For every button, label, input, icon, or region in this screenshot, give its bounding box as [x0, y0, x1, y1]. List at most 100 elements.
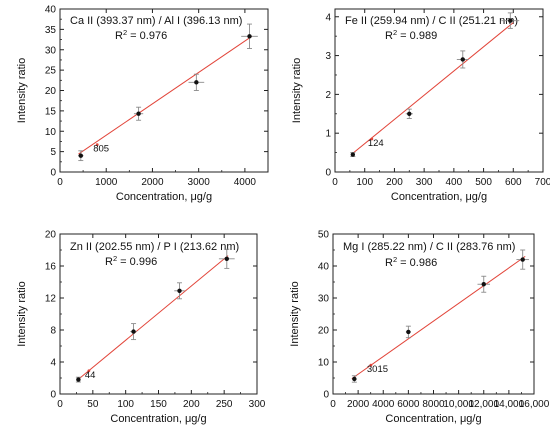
x-tick-label: 700	[535, 177, 550, 188]
x-tick-label: 300	[249, 399, 266, 410]
y-tick-label: 4	[50, 358, 56, 369]
r-squared-superscript: 2	[113, 254, 117, 263]
r-squared-superscript: 2	[393, 255, 397, 264]
lod-label: 805	[93, 144, 109, 155]
lod-label: 44	[85, 370, 96, 381]
data-point	[350, 152, 356, 157]
x-tick-label: 600	[505, 177, 522, 188]
data-point	[131, 329, 136, 334]
data-point	[177, 288, 182, 293]
y-tick-label: 3	[325, 51, 331, 62]
y-axis-title: Intensity ratio	[291, 58, 303, 123]
y-tick-label: 4	[325, 12, 331, 23]
panel-ca: 0 1000 2000 3000 4000 0 5 10 15 20 25 30 35 40 Concent…	[16, 5, 269, 203]
y-tick-label: 10	[45, 127, 57, 138]
x-tick-label: 0	[57, 399, 63, 410]
y-tick-label: 30	[318, 294, 330, 305]
y-tick-label: 20	[318, 326, 330, 337]
chart-title: Zn II (202.55 nm) / P I (213.62 nm)	[70, 241, 239, 253]
x-tick-label: 200	[183, 399, 200, 410]
x-tick-label: 14,000	[494, 399, 525, 410]
y-tick-label: 12	[45, 294, 57, 305]
panel-fe: 0 100 200 300 400 500 600 700 0 1 2 3 4 Concentration…	[291, 8, 550, 203]
chart-title: Fe II (259.94 nm) / C II (251.21 nm)	[345, 15, 518, 27]
r-squared-label: R2 = 0.986	[385, 255, 437, 269]
y-tick-label: 40	[318, 262, 330, 273]
r-squared-label: R2 = 0.989	[385, 28, 437, 42]
r-squared-symbol: R	[385, 257, 393, 269]
x-tick-label: 3000	[188, 177, 211, 188]
lod-marker	[95, 143, 99, 147]
y-axis-title: Intensity ratio	[16, 281, 28, 346]
data-point	[481, 282, 486, 287]
r-squared-superscript: 2	[393, 28, 397, 37]
y-axis-title: Intensity ratio	[16, 58, 28, 123]
data-point	[352, 376, 357, 382]
y-tick-label: 35	[45, 25, 57, 36]
data-point	[78, 153, 84, 158]
x-axis-title: Concentration, μg/g	[385, 413, 481, 425]
x-tick-label: 4000	[372, 399, 395, 410]
y-tick-label: 20	[45, 230, 57, 241]
y-tick-label: 30	[45, 45, 57, 56]
regression-line	[351, 255, 526, 380]
x-tick-label: 1000	[95, 177, 118, 188]
y-axis-title: Intensity ratio	[289, 281, 301, 346]
x-tick-label: 200	[386, 177, 403, 188]
x-tick-label: 300	[416, 177, 433, 188]
x-axis-title: Concentration, μg/g	[116, 191, 212, 203]
x-tick-label: 100	[356, 177, 373, 188]
regression-line	[78, 35, 253, 155]
regression-line	[351, 22, 514, 155]
data-point	[76, 377, 81, 382]
x-tick-label: 10,000	[443, 399, 474, 410]
r-squared-symbol: R	[385, 30, 393, 42]
r-squared-label: R2 = 0.976	[115, 28, 167, 42]
x-tick-label: 400	[446, 177, 463, 188]
y-tick-label: 8	[50, 326, 56, 337]
data-point	[508, 18, 513, 23]
lod-label: 3015	[367, 364, 388, 375]
x-tick-label: 100	[117, 399, 134, 410]
y-tick-label: 5	[50, 147, 56, 158]
lod-marker	[370, 137, 374, 141]
data-point	[194, 80, 199, 85]
x-tick-label: 2000	[141, 177, 164, 188]
data-point	[520, 257, 525, 262]
data-point	[460, 57, 465, 62]
r-squared-symbol: R	[115, 30, 123, 42]
data-point	[407, 111, 412, 116]
regression-line	[76, 255, 229, 381]
chart-title: Mg I (285.22 nm) / C II (283.76 nm)	[343, 241, 515, 253]
r-squared-value: = 0.996	[117, 256, 157, 268]
y-tick-label: 0	[323, 390, 329, 401]
x-tick-label: 0	[57, 177, 63, 188]
x-tick-label: 50	[87, 399, 99, 410]
x-tick-label: 0	[330, 399, 336, 410]
data-point	[224, 256, 229, 261]
y-tick-label: 50	[318, 230, 330, 241]
data-point	[247, 34, 252, 39]
r-squared-value: = 0.976	[127, 30, 167, 42]
plot-frame	[334, 8, 544, 173]
x-tick-label: 500	[475, 177, 492, 188]
y-tick-label: 20	[45, 86, 57, 97]
x-tick-label: 16,000	[519, 399, 550, 410]
x-axis-title: Concentration, μg/g	[391, 191, 487, 203]
r-squared-value: = 0.989	[397, 30, 437, 42]
y-tick-label: 25	[45, 66, 57, 77]
x-tick-label: 12,000	[468, 399, 499, 410]
y-tick-label: 40	[45, 5, 57, 16]
r-squared-label: R2 = 0.996	[105, 254, 157, 268]
y-tick-label: 10	[318, 358, 330, 369]
y-tick-label: 0	[325, 168, 331, 179]
x-axis-title: Concentration, μg/g	[110, 413, 206, 425]
lod-label: 124	[368, 138, 384, 149]
y-tick-label: 16	[45, 262, 57, 273]
lod-marker	[369, 363, 373, 367]
x-tick-label: 150	[150, 399, 167, 410]
x-tick-label: 6000	[397, 399, 420, 410]
x-tick-label: 8000	[422, 399, 445, 410]
lod-marker	[87, 369, 91, 373]
